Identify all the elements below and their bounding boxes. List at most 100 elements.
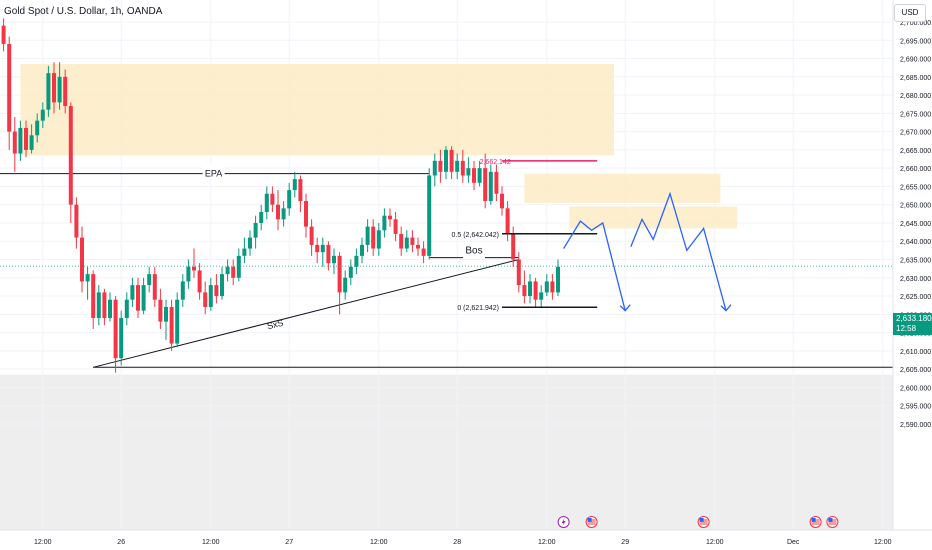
price-tick-label: 2,630.000 [900, 276, 931, 283]
trend-line-label-bg [463, 247, 485, 259]
candle [180, 274, 185, 308]
candle-body [113, 299, 118, 359]
candle [416, 237, 420, 256]
candle-body [130, 285, 135, 300]
candle-body [192, 266, 196, 271]
candle-body [85, 274, 90, 282]
candle-body [399, 233, 404, 249]
candle [141, 277, 146, 315]
price-tick-label: 2,660.000 [900, 166, 931, 173]
candle-body [337, 255, 342, 293]
candle [298, 175, 303, 213]
candle [220, 266, 224, 300]
candle [225, 259, 230, 282]
candle-body [477, 168, 482, 183]
candle-body [259, 212, 264, 223]
candle [164, 299, 168, 340]
candle [488, 164, 493, 205]
candle [242, 237, 247, 264]
candle [113, 296, 118, 373]
fib-top-label: 2,662.142 [480, 159, 511, 166]
candle [460, 149, 465, 183]
candle [376, 222, 381, 256]
candle [231, 259, 236, 286]
currency-button[interactable]: USD [894, 4, 926, 22]
time-axis[interactable]: 12:00 26 12:00 27 12:00 28 12:00 29 12:00 Dec 12:0… [0, 529, 932, 550]
time-tick-label: 28 [453, 539, 461, 546]
candle-body [136, 285, 140, 311]
candle [18, 120, 23, 161]
candle [382, 208, 387, 238]
candle-body [164, 307, 168, 322]
fib-level-label: 0 (2,621.942) [457, 305, 499, 312]
candle-body [242, 248, 247, 256]
candle [108, 292, 112, 322]
candle [539, 285, 544, 308]
candle [91, 270, 96, 329]
candle-body [225, 266, 230, 275]
candle [119, 310, 124, 366]
candle-body [354, 255, 359, 267]
candle-body [96, 292, 101, 318]
fib-level-label: 0.5 (2,642.042) [452, 232, 499, 239]
candle-body [522, 285, 527, 297]
candle [12, 117, 17, 172]
time-tick-label: 12:00 [34, 539, 52, 546]
zone-rect [569, 206, 738, 229]
candle [544, 274, 549, 297]
candle-body [281, 208, 286, 220]
price-tick-label: 2,665.000 [900, 148, 931, 155]
candle-body [208, 285, 213, 308]
candle-body [29, 135, 34, 150]
symbol-title: Gold Spot / U.S. Dollar, 1h, OANDA [4, 6, 163, 17]
candle [35, 113, 40, 143]
candle-body [276, 204, 280, 220]
candle-body [460, 160, 465, 176]
candle-body [393, 219, 398, 234]
time-tick-label: 12:00 [706, 539, 724, 546]
price-tick-label: 2,635.000 [900, 258, 931, 265]
candle-body [175, 299, 180, 344]
candle-body [220, 274, 224, 297]
price-tick-label: 2,685.000 [900, 75, 931, 82]
candle-body [287, 190, 292, 209]
candle [466, 157, 471, 183]
candle [399, 226, 404, 256]
price-tick-label: 2,595.000 [900, 404, 931, 411]
candle-body [304, 201, 308, 227]
price-tick-label: 2,680.000 [900, 93, 931, 100]
candle-body [556, 266, 560, 293]
candlestick-series [1, 18, 560, 373]
candle-body [24, 127, 28, 150]
candle-body [332, 255, 336, 264]
candle-body [35, 120, 40, 136]
price-tick-label: 2,655.000 [900, 184, 931, 191]
candle [40, 102, 45, 128]
trend-lines: EPA Bos SxS [0, 160, 900, 368]
zone-rect [20, 64, 614, 156]
candle [432, 153, 437, 187]
candle-body [309, 226, 314, 245]
candle-body [186, 266, 191, 282]
event-markers [557, 516, 839, 528]
candle-body [253, 222, 258, 238]
candle [556, 259, 560, 297]
price-axis[interactable]: 2,590.000 2,595.000 2,600.000 2,605.000 2,61… [892, 0, 932, 550]
candle [438, 149, 443, 183]
candle-body [444, 149, 448, 172]
candle [494, 164, 499, 202]
candle-body [404, 237, 409, 249]
candle-body [348, 266, 353, 278]
candle [332, 248, 336, 275]
candle [483, 153, 488, 209]
candle [292, 171, 297, 198]
candle-body [119, 317, 124, 359]
time-tick-label: 27 [285, 539, 293, 546]
us-flag-canton [811, 518, 816, 522]
candle [449, 146, 454, 180]
last-price-tag: 2,633.180 12:58 [893, 313, 932, 335]
candle [158, 288, 163, 329]
candle [309, 219, 314, 256]
candle-body [40, 109, 45, 121]
